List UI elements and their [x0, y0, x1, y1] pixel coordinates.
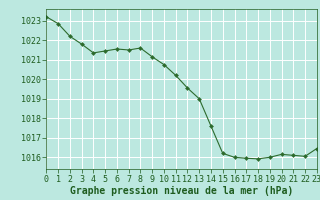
X-axis label: Graphe pression niveau de la mer (hPa): Graphe pression niveau de la mer (hPa)	[70, 186, 293, 196]
